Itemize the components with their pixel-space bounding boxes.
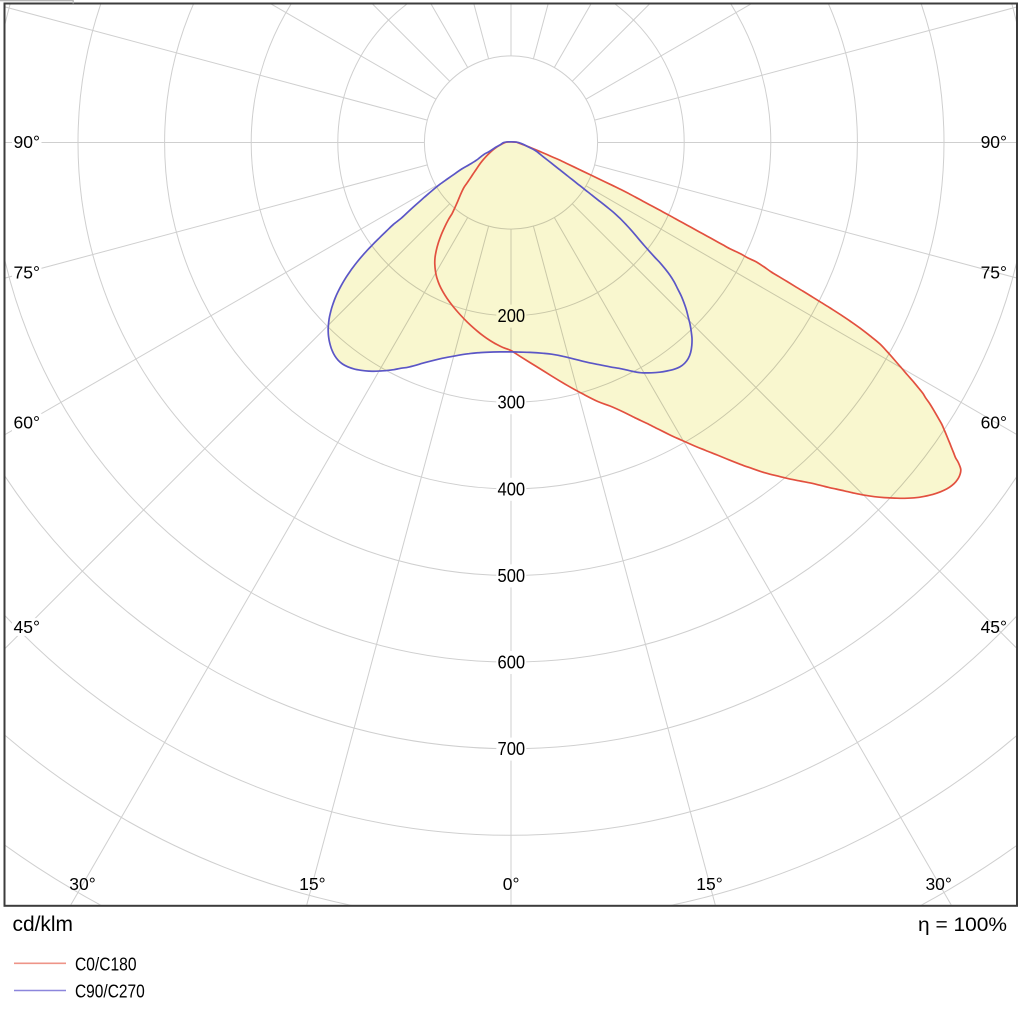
svg-text:60°: 60° (14, 412, 40, 432)
svg-text:600: 600 (498, 652, 526, 673)
svg-text:45°: 45° (981, 617, 1007, 637)
svg-text:0°: 0° (503, 874, 520, 894)
svg-text:75°: 75° (981, 263, 1007, 283)
svg-text:90°: 90° (981, 132, 1007, 152)
svg-text:C90/C270: C90/C270 (75, 982, 145, 1002)
svg-text:C0/C180: C0/C180 (75, 954, 137, 974)
svg-text:90°: 90° (14, 132, 40, 152)
svg-text:15°: 15° (299, 874, 325, 894)
svg-text:45°: 45° (14, 617, 40, 637)
svg-text:400: 400 (498, 478, 526, 499)
svg-text:30°: 30° (925, 874, 951, 894)
svg-text:cd/klm: cd/klm (13, 913, 74, 936)
svg-text:700: 700 (498, 738, 526, 759)
svg-text:60°: 60° (981, 412, 1007, 432)
svg-text:300: 300 (498, 392, 526, 413)
svg-text:75°: 75° (14, 263, 40, 283)
svg-text:η = 100%: η = 100% (918, 915, 1007, 936)
svg-text:30°: 30° (69, 874, 95, 894)
svg-text:500: 500 (498, 565, 526, 586)
svg-text:15°: 15° (696, 874, 722, 894)
